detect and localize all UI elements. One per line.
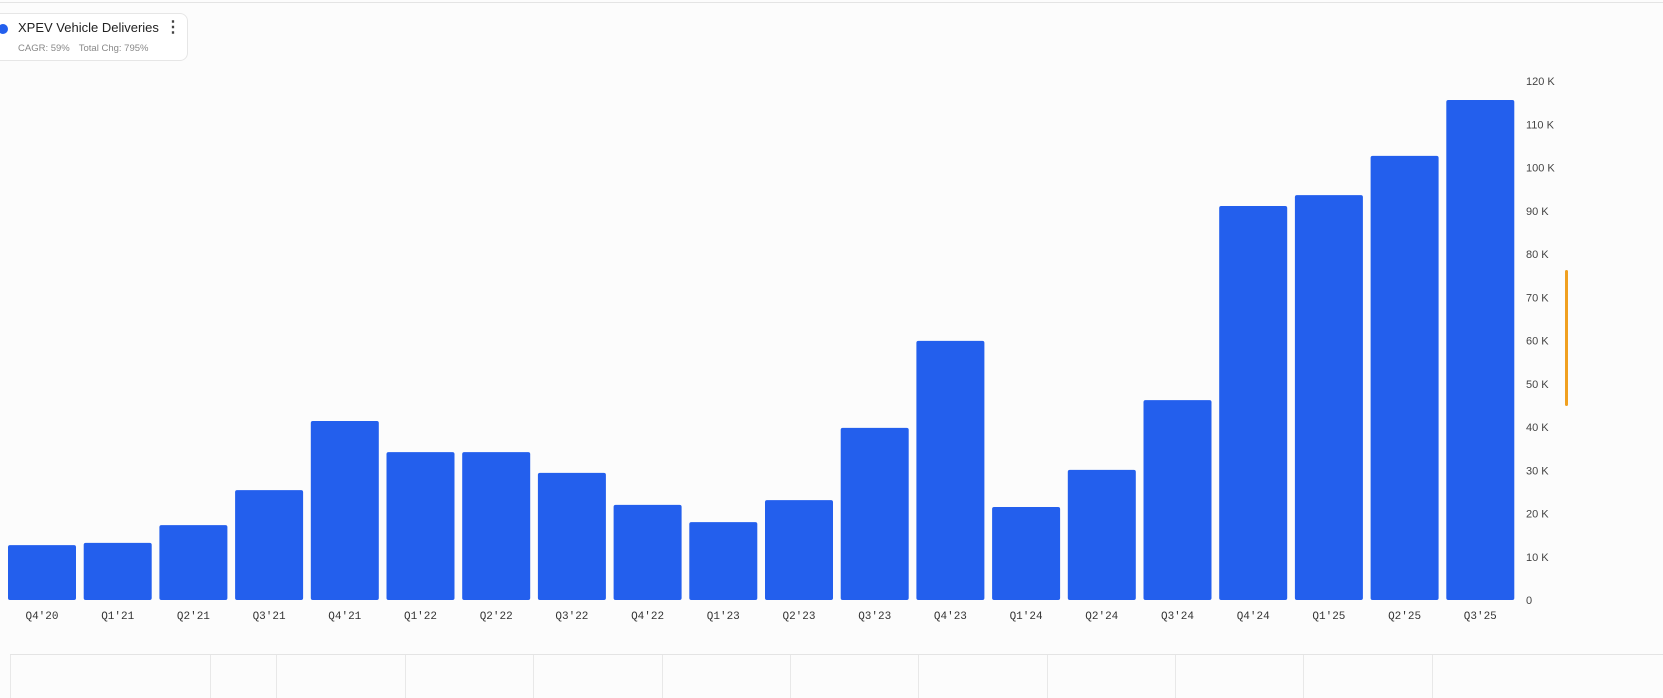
x-tick-label: Q2'23: [782, 611, 815, 623]
x-tick-label: Q2'25: [1388, 611, 1421, 623]
y-tick-label: 50 K: [1526, 379, 1549, 391]
column-divider: [662, 655, 663, 698]
series-color-dot: [0, 24, 8, 34]
column-divider: [276, 655, 277, 698]
top-divider: [0, 2, 1663, 3]
column-divider: [1047, 655, 1048, 698]
y-tick-label: 10 K: [1526, 552, 1549, 564]
x-tick-label: Q2'22: [480, 611, 513, 623]
y-tick-label: 120 K: [1526, 76, 1555, 88]
bar[interactable]: [1067, 469, 1136, 600]
y-tick-label: 90 K: [1526, 206, 1549, 218]
y-tick-label: 100 K: [1526, 163, 1555, 175]
total-change-stat: Total Chg: 795%: [78, 43, 149, 54]
x-tick-label: Q1'22: [404, 611, 437, 623]
x-tick-label: Q4'21: [328, 611, 361, 623]
cagr-stat: CAGR: 59%: [18, 43, 70, 54]
column-divider: [10, 655, 11, 698]
bar[interactable]: [537, 472, 606, 600]
x-tick-label: Q2'21: [177, 611, 210, 623]
bar[interactable]: [1294, 195, 1363, 600]
x-tick-label: Q3'25: [1464, 611, 1497, 623]
column-divider: [918, 655, 919, 698]
bar[interactable]: [1446, 100, 1515, 600]
bar[interactable]: [765, 500, 833, 600]
bar[interactable]: [992, 507, 1061, 600]
y-tick-label: 30 K: [1526, 465, 1549, 477]
x-tick-label: Q1'21: [101, 611, 134, 623]
column-divider: [1432, 655, 1433, 698]
bar[interactable]: [386, 452, 455, 600]
y-tick-label: 110 K: [1526, 119, 1555, 131]
legend-card[interactable]: XPEV Vehicle Deliveries CAGR: 59% Total C…: [0, 13, 188, 61]
x-tick-label: Q3'22: [555, 611, 588, 623]
column-divider: [790, 655, 791, 698]
bar[interactable]: [916, 340, 985, 600]
bar[interactable]: [235, 490, 304, 600]
x-tick-label: Q1'25: [1312, 611, 1345, 623]
bar[interactable]: [310, 420, 379, 600]
y-tick-label: 20 K: [1526, 509, 1549, 521]
bar[interactable]: [689, 522, 758, 600]
x-tick-label: Q4'24: [1237, 611, 1270, 623]
legend-title: XPEV Vehicle Deliveries: [18, 20, 159, 35]
legend-stats: CAGR: 59% Total Chg: 795%: [18, 43, 157, 54]
x-tick-label: Q4'22: [631, 611, 664, 623]
column-divider: [533, 655, 534, 698]
bottom-divider: [10, 654, 1663, 655]
x-tick-label: Q2'24: [1085, 611, 1118, 623]
bar[interactable]: [159, 525, 228, 600]
y-tick-label: 70 K: [1526, 292, 1549, 304]
column-divider: [1303, 655, 1304, 698]
y-tick-label: 80 K: [1526, 249, 1549, 261]
y-tick-label: 40 K: [1526, 422, 1549, 434]
x-tick-label: Q4'23: [934, 611, 967, 623]
bar[interactable]: [462, 452, 531, 600]
bar[interactable]: [613, 504, 682, 600]
x-tick-label: Q1'23: [707, 611, 740, 623]
resize-handle[interactable]: [1565, 270, 1568, 406]
bar[interactable]: [83, 542, 152, 600]
x-tick-label: Q3'21: [253, 611, 286, 623]
bar[interactable]: [8, 545, 76, 600]
column-divider: [405, 655, 406, 698]
bar[interactable]: [1143, 400, 1212, 600]
column-divider: [1175, 655, 1176, 698]
more-options-icon[interactable]: ⋮: [165, 19, 181, 36]
bar[interactable]: [1219, 205, 1288, 600]
y-tick-label: 0: [1526, 595, 1532, 607]
x-tick-label: Q3'23: [858, 611, 891, 623]
x-tick-label: Q3'24: [1161, 611, 1194, 623]
y-tick-label: 60 K: [1526, 336, 1549, 348]
column-divider: [210, 655, 211, 698]
x-tick-label: Q1'24: [1010, 611, 1043, 623]
x-tick-label: Q4'20: [25, 611, 58, 623]
bar[interactable]: [840, 427, 909, 600]
bar[interactable]: [1370, 155, 1439, 600]
